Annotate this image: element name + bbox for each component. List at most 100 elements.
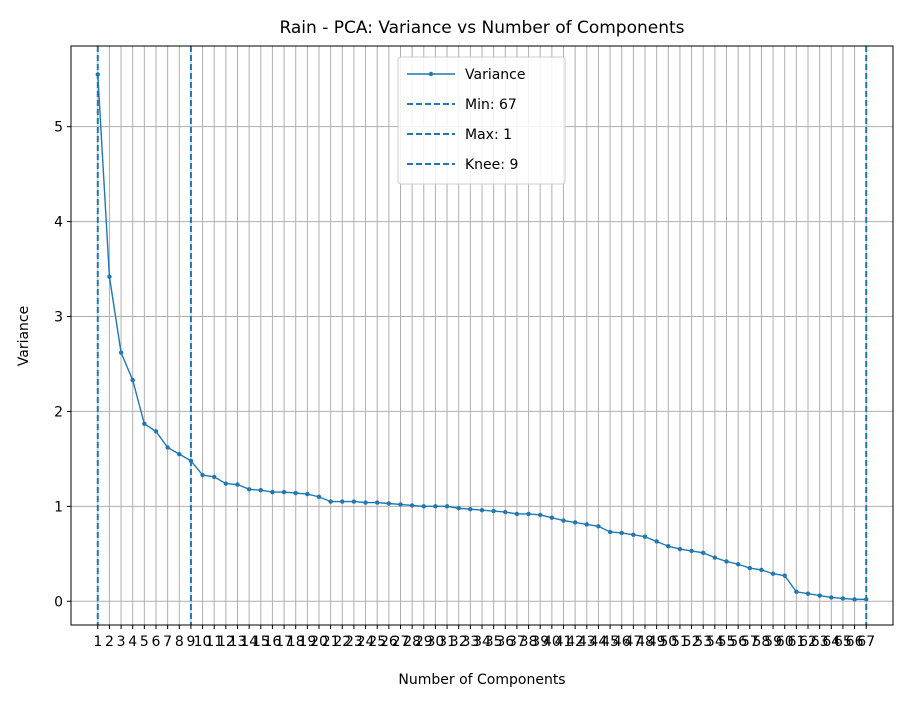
x-tick-label: 13 [229, 634, 247, 650]
series [95, 72, 869, 602]
variance-point [770, 571, 776, 576]
x-tick-label: 64 [822, 634, 840, 650]
x-axis-label: Number of Components [398, 672, 565, 688]
x-tick-label: 6 [152, 634, 161, 650]
x-tick-label: 3 [117, 634, 126, 650]
x-tick-label: 21 [322, 634, 340, 650]
variance-point [701, 550, 706, 556]
x-tick-label: 41 [555, 634, 573, 650]
x-tick-label: 42 [566, 634, 584, 650]
legend-label: Variance [465, 67, 525, 83]
variance-point [642, 534, 648, 539]
variance-point [607, 529, 613, 535]
grid [71, 46, 893, 625]
variance-point [666, 544, 671, 549]
variance-point [561, 518, 566, 523]
x-tick-label: 26 [380, 634, 398, 650]
x-tick-label: 50 [659, 634, 677, 650]
legend-swatch-marker [428, 71, 434, 77]
x-tick-label: 38 [520, 634, 538, 650]
x-tick-label: 54 [706, 634, 724, 650]
x-tick-label: 55 [718, 634, 736, 650]
variance-point [782, 573, 787, 578]
variance-point [689, 548, 694, 554]
x-tick-label: 12 [217, 634, 235, 650]
variance-point [852, 597, 857, 602]
x-tick-label: 66 [846, 634, 864, 650]
variance-point [107, 274, 112, 279]
x-tick-label: 62 [799, 634, 817, 650]
x-ticks: 1 2 3 4 5 6 7 8 91011121314151617181920212223242… [93, 625, 875, 650]
variance-point [444, 504, 450, 509]
variance-point [794, 589, 799, 594]
x-tick-label: 43 [578, 634, 596, 650]
x-tick-label: 57 [741, 634, 759, 650]
variance-point [340, 499, 345, 504]
variance-point [735, 562, 741, 567]
x-tick-label: 27 [392, 634, 410, 650]
variance-point [246, 487, 252, 492]
variance-point [375, 500, 380, 505]
variance-point [188, 458, 194, 463]
x-tick-label: 22 [333, 634, 351, 650]
variance-point [433, 504, 438, 509]
variance-point [724, 559, 729, 564]
x-tick-label: 40 [543, 634, 561, 650]
x-tick-label: 32 [450, 634, 468, 650]
legend-label: Min: 67 [465, 97, 517, 113]
variance-point [538, 512, 543, 518]
x-tick-label: 23 [345, 634, 363, 650]
y-tick-label: 3 [54, 310, 63, 326]
legend-label: Max: 1 [465, 127, 512, 143]
variance-point [305, 491, 310, 497]
variance-point [293, 490, 298, 496]
variance-point [281, 489, 287, 495]
variance-point [316, 494, 322, 500]
variance-point [549, 515, 555, 520]
x-tick-label: 8 [175, 634, 184, 650]
variance-point [829, 595, 834, 600]
vertical-lines [96, 46, 868, 625]
x-tick-label: 11 [205, 634, 223, 650]
variance-point [235, 482, 240, 487]
x-tick-label: 19 [298, 634, 316, 650]
x-tick-label: 18 [287, 634, 305, 650]
variance-point [596, 524, 601, 529]
variance-point [142, 421, 147, 426]
y-tick-label: 0 [54, 594, 63, 610]
x-tick-label: 4 [128, 634, 137, 650]
x-tick-label: 59 [764, 634, 782, 650]
x-tick-label: 9 [186, 634, 195, 650]
x-tick-label: 67 [857, 634, 875, 650]
x-tick-label: 30 [427, 634, 445, 650]
x-tick-label: 2 [105, 634, 114, 650]
variance-point [130, 377, 135, 383]
variance-point [468, 507, 473, 512]
x-tick-label: 49 [648, 634, 666, 650]
variance-point [153, 429, 159, 434]
y-ticks: 0 1 2 3 4 5 [54, 120, 71, 610]
variance-point [817, 593, 822, 598]
x-tick-label: 20 [310, 634, 328, 650]
x-tick-label: 44 [590, 634, 608, 650]
legend: Variance Min: 67 Max: 1 Knee: 9 [397, 56, 566, 185]
x-tick-label: 60 [776, 634, 794, 650]
variance-point [514, 511, 520, 517]
legend-label: Knee: 9 [465, 157, 518, 173]
variance-point [95, 72, 100, 77]
variance-point [654, 539, 659, 544]
variance-point [328, 499, 333, 504]
x-tick-label: 52 [683, 634, 701, 650]
variance-point [409, 503, 415, 508]
x-tick-label: 53 [694, 634, 712, 650]
variance-point [421, 504, 426, 509]
x-tick-label: 5 [140, 634, 149, 650]
y-tick-label: 2 [54, 404, 63, 420]
variance-point [503, 509, 508, 515]
variance-point [677, 546, 683, 552]
variance-point [118, 350, 124, 355]
x-tick-label: 36 [496, 634, 514, 650]
variance-point [631, 532, 636, 538]
x-tick-label: 45 [601, 634, 619, 650]
